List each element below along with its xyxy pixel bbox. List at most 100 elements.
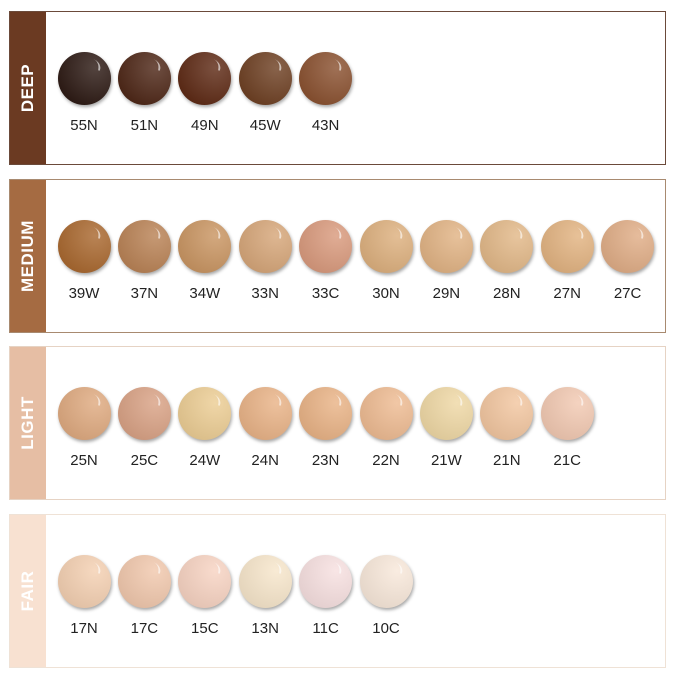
shade-code: 21C xyxy=(553,452,581,469)
shade-item: 24N xyxy=(235,387,295,469)
shade-item: 49N xyxy=(175,52,235,134)
shade-code: 15C xyxy=(191,620,219,637)
shade-swatch xyxy=(117,220,171,273)
shade-swatch xyxy=(238,220,292,273)
shade-swatch xyxy=(601,220,655,273)
shade-item: 34W xyxy=(175,220,235,302)
group-label: MEDIUM xyxy=(18,220,37,292)
shade-code: 43N xyxy=(311,117,340,134)
group-strip: FAIR xyxy=(10,515,46,667)
shade-code: 24N xyxy=(251,452,279,469)
shade-code: 17N xyxy=(70,620,98,637)
group-strip: MEDIUM xyxy=(10,180,46,332)
shade-code: 17C xyxy=(130,620,159,637)
group-strip: LIGHT xyxy=(10,347,46,499)
shade-code: 39W xyxy=(68,285,100,302)
shade-swatch xyxy=(359,387,413,440)
shade-code: 51N xyxy=(130,117,159,134)
shade-item: 33N xyxy=(235,220,295,302)
shade-code: 33N xyxy=(251,285,279,302)
shade-group-medium: MEDIUM 39W 37N 34W 33N 33C 30N 29N 28N 27N 27C xyxy=(9,179,666,333)
shade-item: 45W xyxy=(235,52,295,134)
shade-swatch xyxy=(419,387,473,440)
shade-item: 43N xyxy=(296,52,356,134)
shade-code: 34W xyxy=(189,285,221,302)
shade-swatch xyxy=(540,387,594,440)
shade-swatch xyxy=(117,387,171,440)
shade-code: 25N xyxy=(70,452,98,469)
shade-swatch xyxy=(299,52,353,105)
shade-swatch xyxy=(299,220,353,273)
shade-swatch xyxy=(57,387,111,440)
shade-code: 23N xyxy=(311,452,340,469)
shade-item: 21W xyxy=(416,387,476,469)
shade-group-deep: DEEP 55N 51N 49N 45W 43N xyxy=(9,11,666,165)
shade-item: 33C xyxy=(296,220,356,302)
shade-swatch xyxy=(480,220,534,273)
shade-code: 24W xyxy=(189,452,221,469)
shade-item: 39W xyxy=(54,220,114,302)
shade-swatch xyxy=(57,555,111,608)
shade-swatch xyxy=(359,555,413,608)
shade-swatch xyxy=(57,220,111,273)
shade-item: 25N xyxy=(54,387,114,469)
shade-swatch xyxy=(178,220,232,273)
shade-swatch xyxy=(178,555,232,608)
shade-swatch xyxy=(178,52,232,105)
shade-swatch xyxy=(117,52,171,105)
shade-item: 29N xyxy=(416,220,476,302)
shade-code: 37N xyxy=(130,285,159,302)
shade-code: 33C xyxy=(311,285,340,302)
shade-code: 27C xyxy=(613,285,642,302)
group-label: LIGHT xyxy=(18,396,37,450)
shade-item: 28N xyxy=(477,220,537,302)
shade-item: 15C xyxy=(175,555,235,637)
shade-item: 17N xyxy=(54,555,114,637)
shade-item: 21C xyxy=(537,387,597,469)
shade-item: 24W xyxy=(175,387,235,469)
shade-code: 13N xyxy=(251,620,279,637)
shade-item: 23N xyxy=(296,387,356,469)
shade-item: 21N xyxy=(477,387,537,469)
shade-code: 49N xyxy=(191,117,219,134)
group-label: DEEP xyxy=(18,63,37,113)
shade-group-fair: FAIR 17N 17C 15C 13N 11C 10C xyxy=(9,514,666,668)
shade-item: 27N xyxy=(537,220,597,302)
shade-item: 37N xyxy=(114,220,174,302)
shade-code: 45W xyxy=(249,117,281,134)
shade-code: 21W xyxy=(430,452,462,469)
shade-swatch xyxy=(359,220,413,273)
shade-swatch xyxy=(238,555,292,608)
shade-item: 27C xyxy=(598,220,658,302)
shade-swatch xyxy=(480,387,534,440)
shade-item: 51N xyxy=(114,52,174,134)
group-label: FAIR xyxy=(18,570,37,612)
shade-swatch xyxy=(57,52,111,105)
shade-code: 28N xyxy=(493,285,521,302)
shade-swatch xyxy=(540,220,594,273)
shade-swatch xyxy=(117,555,171,608)
shade-swatch xyxy=(178,387,232,440)
shade-code: 22N xyxy=(372,452,400,469)
shade-item: 13N xyxy=(235,555,295,637)
shade-item: 25C xyxy=(114,387,174,469)
shade-item: 17C xyxy=(114,555,174,637)
shade-code: 11C xyxy=(312,620,339,637)
shade-code: 27N xyxy=(553,285,581,302)
shade-swatch xyxy=(419,220,473,273)
group-strip: DEEP xyxy=(10,12,46,164)
shade-swatch xyxy=(299,555,353,608)
shade-code: 10C xyxy=(372,620,400,637)
shade-group-light: LIGHT 25N 25C 24W 24N 23N 22N 21W 21N 21C xyxy=(9,346,666,500)
shade-code: 29N xyxy=(432,285,461,302)
shade-code: 25C xyxy=(130,452,159,469)
shade-code: 55N xyxy=(70,117,98,134)
shade-item: 10C xyxy=(356,555,416,637)
shade-item: 22N xyxy=(356,387,416,469)
shade-swatch xyxy=(238,52,292,105)
shade-item: 30N xyxy=(356,220,416,302)
shade-item: 55N xyxy=(54,52,114,134)
shade-swatch xyxy=(299,387,353,440)
shade-item: 11C xyxy=(296,555,356,637)
shade-swatch xyxy=(238,387,292,440)
